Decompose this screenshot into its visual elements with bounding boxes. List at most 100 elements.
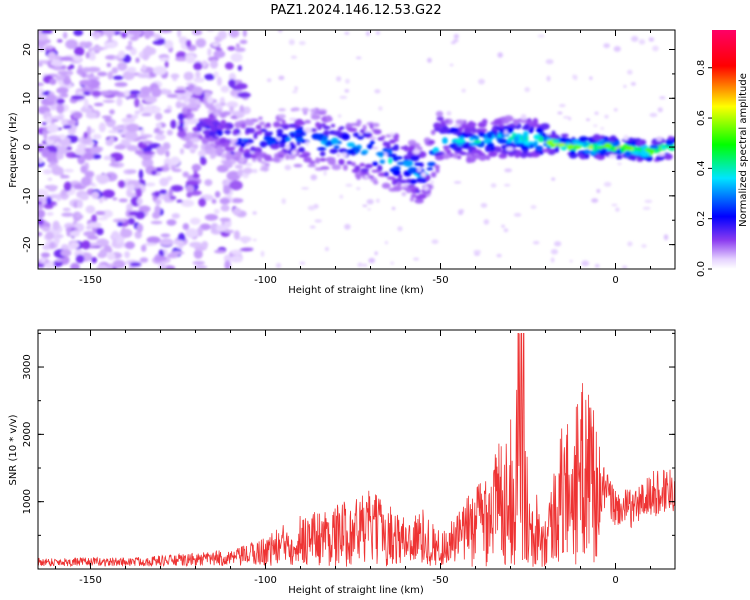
spectrogram-cell: [193, 77, 205, 83]
spectrogram-cell: [142, 151, 156, 155]
spectrogram-cell: [288, 123, 297, 128]
spectrogram-cell: [453, 181, 462, 184]
spectrogram-cell: [40, 257, 46, 263]
spectrogram-cell: [86, 126, 92, 136]
spectrogram-cell: [413, 162, 424, 166]
spectrogram-cell: [38, 82, 45, 87]
spectrogram-cell: [258, 116, 263, 121]
spectrogram-cell: [332, 130, 343, 136]
spectrogram-cell: [232, 207, 242, 215]
snr-series-line: [38, 333, 675, 568]
spectrogram-cell: [216, 129, 223, 137]
spectrogram-cell: [224, 229, 234, 234]
spectrogram-cell: [503, 184, 511, 187]
spectrogram-cell: [493, 118, 503, 126]
spectrogram-cell: [533, 141, 538, 148]
spectrogram-cell: [508, 126, 514, 133]
spectrogram-cell: [281, 198, 286, 205]
spectrogram-cell: [577, 153, 583, 157]
spectrogram-cell: [229, 106, 234, 113]
spectrogram-cell: [317, 111, 327, 115]
spectrogram-cell: [389, 139, 396, 144]
spectrogram-cell: [642, 206, 651, 210]
spectrogram-cell: [62, 31, 68, 39]
spectrogram-cell: [43, 203, 54, 210]
spectrogram-cell: [220, 119, 226, 125]
spectrogram-cell: [495, 126, 501, 130]
spectrogram-cell: [253, 238, 257, 242]
spectrogram-cell: [324, 246, 329, 252]
spectrogram-cell: [127, 40, 133, 46]
spectrogram-cell: [85, 205, 96, 214]
spectrogram-cell: [344, 31, 350, 35]
spectrogram-cell: [138, 169, 144, 180]
spectrogram-cell: [237, 137, 243, 143]
spectrogram-cell: [75, 254, 85, 264]
spectrogram-cell: [291, 107, 300, 112]
spectrogram-cell: [110, 157, 116, 165]
spectrogram-cell: [230, 249, 243, 256]
snr-frame: [37, 329, 676, 570]
spectrogram-cell: [630, 35, 639, 42]
spectrogram-cell: [224, 260, 231, 269]
spectrogram-cell: [79, 193, 90, 201]
spectrogram-cell: [165, 150, 170, 158]
spectrogram-cell: [57, 70, 71, 76]
spectrogram-x-ticks: -150 -100 -50 0: [55, 30, 651, 286]
spectrogram-cell: [234, 47, 246, 53]
spectrogram-cell: [361, 171, 369, 176]
spectrogram-cell: [172, 168, 182, 172]
spectrogram-cell: [182, 171, 190, 178]
spectrogram-cell: [621, 265, 628, 269]
spectrogram-cell: [188, 97, 196, 103]
spectrogram-cell: [153, 106, 161, 113]
spectrogram-cell: [435, 167, 440, 174]
spectrogram-cell: [237, 92, 251, 98]
spectrogram-cell: [196, 126, 203, 132]
spectrogram-cell: [223, 254, 232, 263]
spectrogram-cell: [522, 150, 529, 154]
spectrogram-cell: [234, 121, 242, 129]
spectrogram-cell: [126, 145, 139, 152]
spectrogram-cell: [38, 204, 44, 210]
spectrogram-cell: [46, 154, 58, 164]
spectrogram-cell: [103, 155, 112, 161]
spectrogram-cell: [158, 263, 167, 269]
spectrogram-cell: [163, 109, 172, 114]
spectrogram-cell: [185, 184, 195, 193]
spectrogram-cell: [486, 142, 495, 149]
spectrogram-cell: [159, 30, 173, 34]
spectrogram-cell: [112, 197, 118, 201]
spectrogram-cell: [38, 46, 45, 52]
spectrogram-cell: [176, 102, 187, 107]
spectrogram-cell: [83, 231, 96, 237]
y-tick-label: 0: [22, 144, 33, 150]
spectrogram-cell: [414, 143, 421, 149]
spectrogram-cell: [401, 191, 407, 197]
spectrogram-cell: [98, 90, 112, 96]
spectrogram-cell: [345, 78, 350, 84]
spectrogram-cell: [330, 123, 336, 128]
spectrogram-cell: [339, 194, 344, 199]
spectrogram-cell: [403, 160, 414, 167]
spectrogram-cell: [177, 30, 182, 38]
spectrogram-cell: [144, 96, 158, 104]
spectrogram-cell: [182, 223, 190, 231]
spectrogram-cell: [400, 185, 409, 188]
spectrogram-cell: [143, 242, 157, 246]
spectrogram-cell: [370, 139, 375, 145]
spectrogram-cell: [461, 88, 466, 93]
spectrogram-cell: [304, 127, 312, 134]
spectrogram-cell: [166, 129, 173, 136]
spectrogram-cell: [185, 228, 199, 239]
spectrogram-cell: [207, 56, 219, 62]
spectrogram-cell: [637, 140, 643, 147]
x-tick-label: 0: [612, 575, 618, 586]
spectrogram-cell: [514, 153, 520, 158]
spectrogram-cell: [414, 189, 421, 194]
spectrogram-cell: [216, 76, 222, 86]
spectrogram-cell: [176, 245, 184, 249]
spectrogram-cell: [70, 154, 82, 158]
spectrogram-cell: [145, 182, 156, 187]
spectrogram-cell: [423, 185, 430, 192]
